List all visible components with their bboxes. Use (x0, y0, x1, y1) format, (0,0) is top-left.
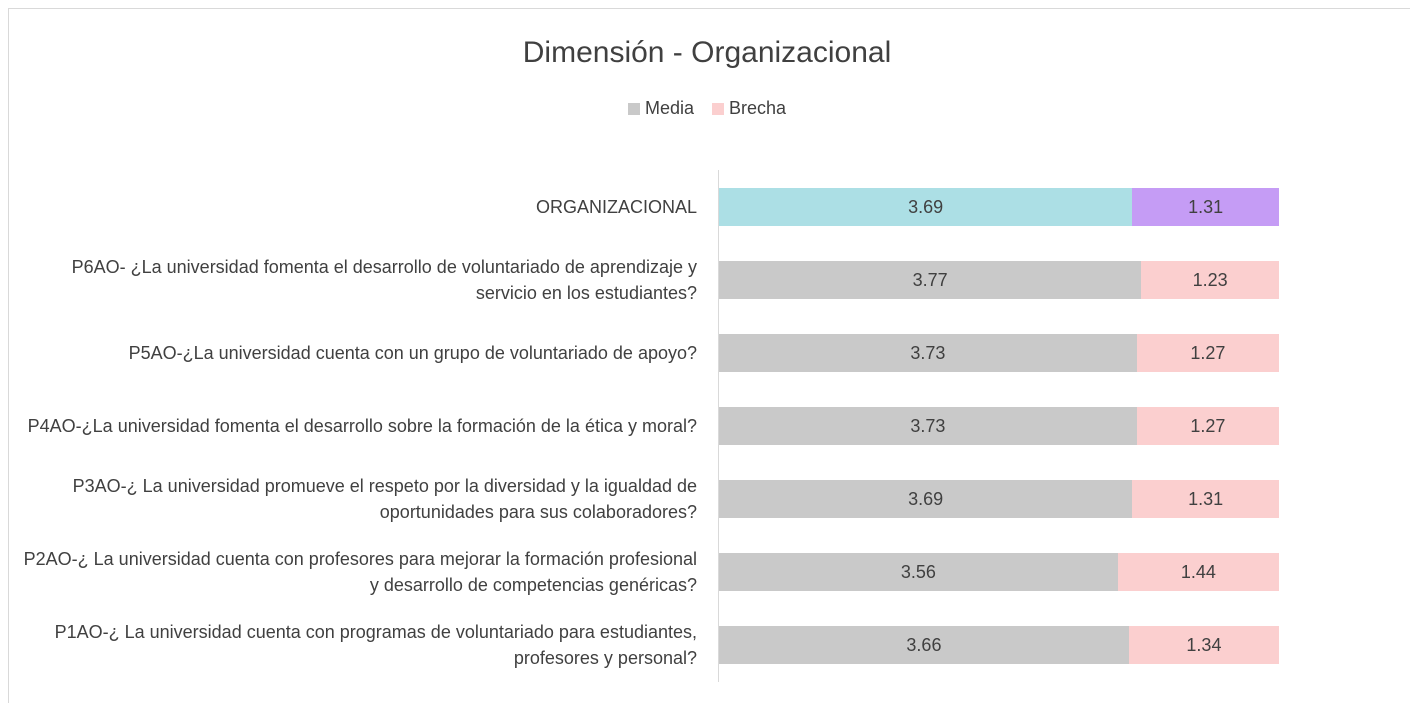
bar: 3.56 (719, 553, 1118, 591)
bar: 3.69 (719, 188, 1133, 226)
legend-label: Brecha (728, 98, 787, 118)
legend-swatch (627, 102, 640, 115)
data-label: 1.44 (1180, 561, 1216, 582)
y-tick-label: P4AO-¿La universidad fomenta el desarrol… (27, 416, 697, 436)
bar: 3.73 (719, 407, 1137, 445)
data-label: 1.27 (1190, 415, 1226, 436)
data-label: 1.27 (1190, 342, 1226, 363)
legend: Media Brecha (0, 98, 1410, 119)
bar: 1.31 (1132, 480, 1279, 518)
bar: 1.27 (1136, 407, 1279, 445)
legend-swatch (711, 102, 724, 115)
data-label: 3.69 (908, 488, 944, 509)
data-label: 3.56 (900, 561, 936, 582)
data-label: 1.31 (1188, 196, 1224, 217)
y-tick-label: P2AO-¿ La universidad cuenta con profeso… (23, 549, 697, 595)
bar: 1.23 (1141, 261, 1279, 299)
bar: 3.66 (719, 626, 1129, 664)
legend-item: Media (627, 98, 694, 119)
legend-item: Brecha (711, 98, 787, 119)
data-label: 1.34 (1186, 634, 1222, 655)
data-label: 1.23 (1192, 269, 1228, 290)
legend-label: Media (644, 98, 694, 118)
bar: 1.31 (1132, 188, 1279, 226)
chart (8, 8, 1410, 703)
axis-line (718, 170, 719, 682)
chart-title: Dimensión - Organizacional (522, 36, 892, 69)
data-label: 3.66 (906, 634, 942, 655)
bar: 1.44 (1117, 553, 1279, 591)
data-label: 1.31 (1188, 488, 1224, 509)
bar: 3.69 (719, 480, 1133, 518)
y-tick-label: P5AO-¿La universidad cuenta con un grupo… (128, 343, 697, 363)
bar: 1.34 (1128, 626, 1279, 664)
y-tick-label: ORGANIZACIONAL (535, 197, 697, 217)
y-tick-label: P3AO-¿ La universidad promueve el respet… (72, 476, 697, 522)
data-label: 3.73 (910, 415, 946, 436)
bar: 3.73 (719, 334, 1137, 372)
bar: 3.77 (719, 261, 1142, 299)
bar: 1.27 (1136, 334, 1279, 372)
y-tick-label: P1AO-¿ La universidad cuenta con program… (54, 622, 697, 668)
y-tick-label: P6AO- ¿La universidad fomenta el desarro… (71, 257, 697, 303)
data-label: 3.77 (912, 269, 948, 290)
data-label: 3.73 (910, 342, 946, 363)
data-label: 3.69 (908, 196, 944, 217)
